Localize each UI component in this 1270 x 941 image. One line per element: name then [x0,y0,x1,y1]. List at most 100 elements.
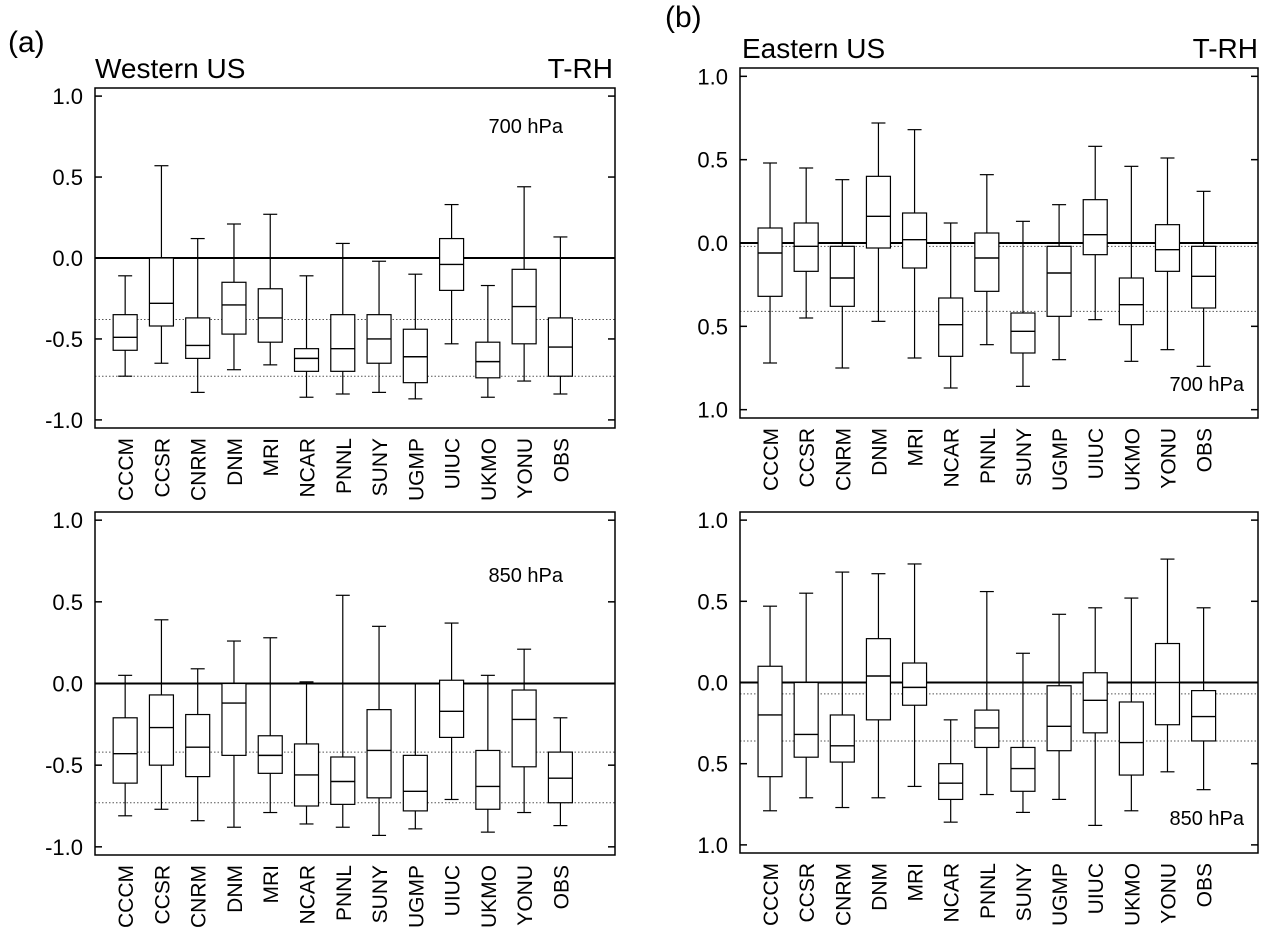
x-tick-label: CNRM [188,438,211,501]
y-tick-label: 1.0 [697,398,728,423]
chart-east-700: 1.0 0.5 0.0 0.5 1.0 700 hPa CCCM CCSR CNRM DNM MRI… [697,64,1259,491]
x-tick-label: PNNL [977,428,1000,484]
chart-west-850: 1.0 0.5 0.0 -0.5 -1.0 850 hPa CCCM CCSR CNRM DNM M… [45,508,616,928]
box-dnm [865,638,892,721]
chart-west-700: 1.0 0.5 0.0 -0.5 -1.0 700 hPa CCCM CCSR CNRM DNM M… [45,84,616,501]
box-cccm [112,717,138,784]
box-ukmo [1118,277,1144,326]
x-tick-label: CCCM [760,428,783,491]
box-ugmp [402,328,428,384]
x-tick-label: SUNY [1013,863,1036,921]
x-tick-label: CCSR [151,438,174,498]
box-mri [901,212,928,269]
x-tick-label: OBS [1194,428,1217,472]
chart-east-850: 1.0 0.5 0.0 0.5 1.0 850 hPa CCCM CCSR CNRM DNM MRI… [697,508,1259,926]
x-tick-label: CNRM [832,863,855,926]
x-tick-label: UKMO [478,438,501,501]
x-tick-label: SUNY [369,865,392,923]
box-ncar [938,763,964,801]
x-tick-label: MRI [905,863,928,902]
x-tick-label: MRI [260,438,283,477]
box-yonu [511,689,537,768]
x-tick-label: OBS [550,865,573,909]
box-ccsr [793,681,819,758]
box-uiuc [1082,672,1108,734]
y-tick-label: -0.5 [45,327,83,352]
y-tick-label: 0.0 [697,671,728,696]
x-tick-label: NCAR [297,438,320,498]
box-cccm [112,314,138,351]
x-tick-label: CCSR [796,863,819,923]
y-tick-label: 1.0 [697,64,728,89]
box-uiuc [1082,199,1108,256]
x-tick-label: UGMP [405,865,428,928]
box-ccsr [148,257,175,327]
box-ugmp [402,754,428,812]
box-pnnl [330,756,356,805]
y-tick-label: 0.0 [52,246,83,271]
box-cccm [757,665,783,778]
box-cnrm [829,714,855,763]
box-yonu [1154,224,1181,272]
box-cnrm [185,317,211,359]
y-tick-label: 0.5 [697,314,728,339]
box-mri [257,735,283,774]
panel-label-a: (a) [8,26,45,59]
x-tick-label: SUNY [1013,428,1036,486]
box-dnm [865,175,892,249]
box-ncar [293,348,320,372]
box-suny [366,709,392,799]
x-tick-label: YONU [1157,863,1180,924]
box-ncar [938,297,964,357]
box-cnrm [185,713,211,778]
box-suny [1010,312,1036,354]
box-uiuc [438,679,465,739]
y-tick-label: 1.0 [52,508,83,533]
x-tick-label: NCAR [941,863,964,923]
box-mri [257,288,283,343]
y-tick-label: 1.0 [697,833,728,858]
box-obs [547,751,574,804]
level-label: 850 hPa [1169,808,1244,830]
region-title-western: Western US [95,53,245,84]
box-obs [1191,690,1217,742]
box-ccsr [793,222,819,272]
x-tick-label: UKMO [1121,863,1144,926]
x-tick-label: UGMP [1049,428,1072,491]
x-tick-label: NCAR [941,428,964,488]
x-tick-label: CCSR [151,865,174,925]
y-tick-label: 1.0 [52,84,83,109]
level-label: 700 hPa [1169,374,1244,396]
x-tick-label: UIUC [442,438,465,489]
box-ukmo [475,749,501,810]
x-tick-label: MRI [905,428,928,467]
x-tick-label: UGMP [405,438,428,501]
x-tick-label: MRI [260,865,283,904]
x-tick-label: NCAR [297,865,320,925]
variable-title-right: T-RH [1193,33,1258,64]
box-cccm [757,227,783,297]
box-pnnl [330,314,356,372]
y-tick-label: -1.0 [45,408,83,433]
box-suny [1010,746,1036,792]
x-tick-label: CNRM [832,428,855,491]
y-tick-label: 0.0 [697,231,728,256]
x-tick-label: UKMO [1121,428,1144,491]
x-tick-label: UIUC [442,865,465,916]
x-tick-label: PNNL [333,438,356,494]
y-tick-label: 0.5 [697,752,728,777]
x-tick-label: YONU [514,865,537,926]
box-pnnl [974,709,1000,749]
y-tick-label: 1.0 [697,508,728,533]
x-tick-label: DNM [868,428,891,476]
x-tick-label: SUNY [369,438,392,496]
level-label: 850 hPa [488,565,563,587]
level-label: 700 hPa [488,116,563,138]
x-tick-label: OBS [550,438,573,482]
panel-label-b: (b) [665,1,702,34]
x-tick-label: PNNL [977,863,1000,919]
x-tick-label: PNNL [333,865,356,921]
x-tick-label: UGMP [1049,863,1072,926]
region-title-eastern: Eastern US [742,33,885,64]
